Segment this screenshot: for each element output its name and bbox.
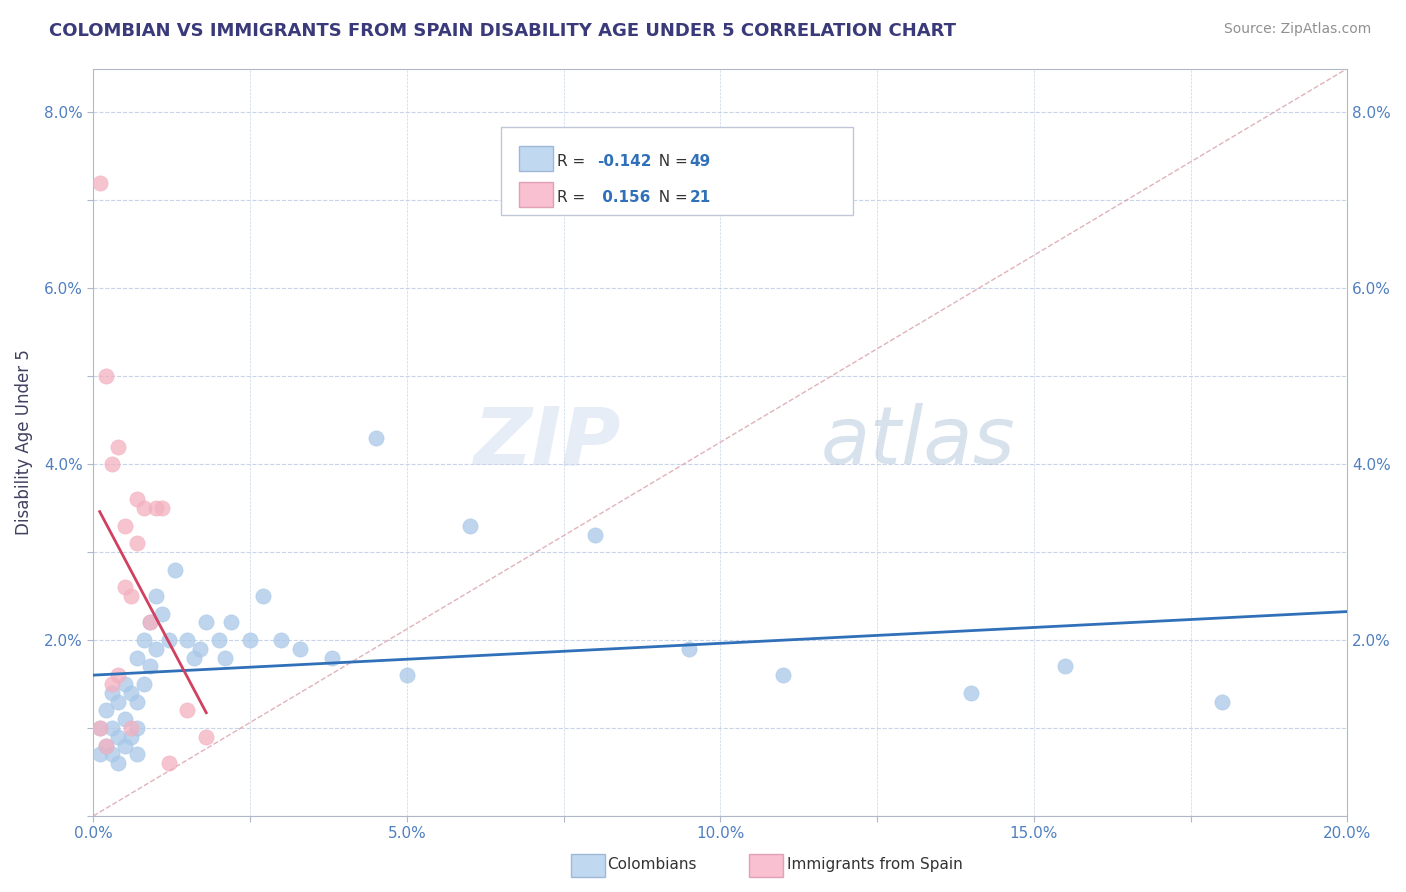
Point xyxy=(150,607,173,621)
Text: N =: N = xyxy=(648,154,692,169)
Point xyxy=(101,686,124,700)
Point xyxy=(176,703,198,717)
Point xyxy=(120,686,142,700)
Point xyxy=(270,633,292,648)
Point xyxy=(107,668,129,682)
Point xyxy=(101,721,124,735)
Point xyxy=(960,686,983,700)
Point xyxy=(127,695,149,709)
Point xyxy=(94,369,117,384)
Point xyxy=(239,633,262,648)
Text: 49: 49 xyxy=(689,154,710,169)
Text: Source: ZipAtlas.com: Source: ZipAtlas.com xyxy=(1223,22,1371,37)
Point xyxy=(101,677,124,691)
Point xyxy=(183,650,205,665)
Point xyxy=(114,580,136,594)
Point xyxy=(157,633,180,648)
Point xyxy=(195,730,218,744)
Point xyxy=(139,659,162,673)
Point xyxy=(101,457,124,471)
Point xyxy=(145,501,167,516)
Point xyxy=(176,633,198,648)
Point xyxy=(214,650,236,665)
Point xyxy=(107,440,129,454)
Point xyxy=(132,501,155,516)
Point xyxy=(89,747,111,762)
Point xyxy=(127,650,149,665)
Point xyxy=(114,739,136,753)
Text: Immigrants from Spain: Immigrants from Spain xyxy=(787,857,963,871)
Text: R =: R = xyxy=(557,190,591,205)
Point xyxy=(221,615,243,630)
Text: R =: R = xyxy=(557,154,591,169)
Text: 0.156: 0.156 xyxy=(596,190,650,205)
Text: ZIP: ZIP xyxy=(472,403,620,481)
Point xyxy=(107,756,129,771)
Point xyxy=(364,431,387,445)
Point xyxy=(290,641,312,656)
Point xyxy=(395,668,418,682)
Point xyxy=(195,615,218,630)
Point xyxy=(252,589,274,603)
Point xyxy=(139,615,162,630)
Point xyxy=(107,730,129,744)
Point xyxy=(120,730,142,744)
Point xyxy=(94,739,117,753)
Text: COLOMBIAN VS IMMIGRANTS FROM SPAIN DISABILITY AGE UNDER 5 CORRELATION CHART: COLOMBIAN VS IMMIGRANTS FROM SPAIN DISAB… xyxy=(49,22,956,40)
Point xyxy=(94,703,117,717)
Point xyxy=(145,641,167,656)
Point xyxy=(127,747,149,762)
Point xyxy=(157,756,180,771)
Point xyxy=(101,747,124,762)
Y-axis label: Disability Age Under 5: Disability Age Under 5 xyxy=(15,350,32,535)
Point xyxy=(321,650,343,665)
Point xyxy=(208,633,231,648)
Point xyxy=(89,721,111,735)
Text: 21: 21 xyxy=(689,190,710,205)
Point xyxy=(458,518,481,533)
Point xyxy=(163,563,186,577)
Point xyxy=(114,712,136,726)
Point xyxy=(107,695,129,709)
Point xyxy=(678,641,700,656)
Point xyxy=(114,518,136,533)
Point xyxy=(150,501,173,516)
Point xyxy=(772,668,794,682)
Point xyxy=(1211,695,1233,709)
Point xyxy=(94,739,117,753)
Point xyxy=(132,677,155,691)
Point xyxy=(127,536,149,550)
Point xyxy=(89,721,111,735)
Point xyxy=(114,677,136,691)
Text: Colombians: Colombians xyxy=(607,857,697,871)
Point xyxy=(127,721,149,735)
Point xyxy=(120,721,142,735)
Point xyxy=(139,615,162,630)
Point xyxy=(120,589,142,603)
Point xyxy=(145,589,167,603)
Text: -0.142: -0.142 xyxy=(596,154,651,169)
Point xyxy=(583,527,606,541)
Point xyxy=(89,176,111,190)
Text: N =: N = xyxy=(648,190,692,205)
Point xyxy=(188,641,211,656)
Point xyxy=(1054,659,1077,673)
Text: atlas: atlas xyxy=(821,403,1015,481)
Point xyxy=(127,492,149,507)
Point xyxy=(132,633,155,648)
